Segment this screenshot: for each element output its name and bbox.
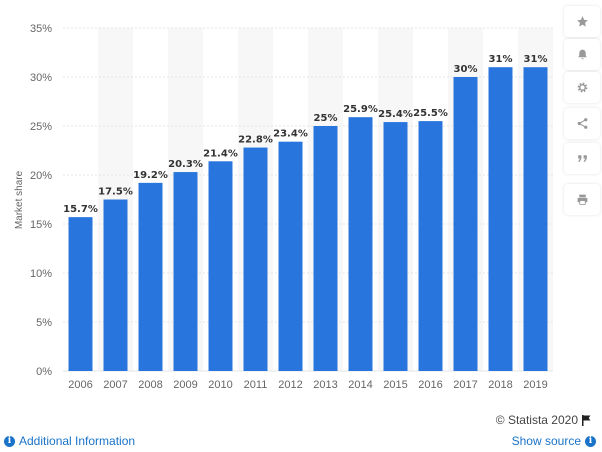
x-tick-label: 2012 bbox=[278, 379, 302, 391]
bar[interactable] bbox=[383, 122, 408, 371]
bar[interactable] bbox=[208, 161, 233, 371]
y-tick-label: 35% bbox=[30, 23, 52, 35]
star-icon[interactable] bbox=[564, 6, 600, 37]
y-tick-label: 10% bbox=[30, 268, 52, 280]
bar[interactable] bbox=[488, 67, 513, 371]
data-label: 31% bbox=[524, 54, 548, 65]
bar[interactable] bbox=[418, 121, 443, 371]
bar[interactable] bbox=[453, 77, 478, 371]
x-axis-ticks: 2006 2007 2008 2009 2010 2011 2012 2013 2014 2015… bbox=[68, 379, 547, 391]
gear-icon[interactable] bbox=[564, 72, 600, 103]
x-tick-label: 2011 bbox=[244, 379, 268, 391]
info-icon: i bbox=[4, 435, 15, 447]
y-tick-label: 5% bbox=[36, 317, 52, 329]
data-label: 25.9% bbox=[343, 104, 378, 115]
data-label: 19.2% bbox=[133, 170, 168, 181]
data-label: 31% bbox=[489, 54, 513, 65]
data-label: 17.5% bbox=[98, 187, 133, 198]
show-source-link[interactable]: Show source i bbox=[512, 434, 596, 448]
bar[interactable] bbox=[348, 117, 373, 372]
bar[interactable] bbox=[313, 126, 338, 371]
x-tick-label: 2016 bbox=[418, 379, 442, 391]
y-tick-label: 30% bbox=[30, 72, 52, 84]
share-icon[interactable] bbox=[564, 108, 600, 139]
credit-text: © Statista 2020 bbox=[495, 413, 578, 427]
quote-icon[interactable] bbox=[564, 143, 600, 174]
data-label: 25.4% bbox=[378, 109, 413, 120]
y-axis-ticks: 0% 5% 10% 15% 20% 25% 30% 35% bbox=[30, 23, 52, 378]
print-icon[interactable] bbox=[564, 184, 600, 215]
data-label: 25.5% bbox=[413, 108, 448, 119]
x-tick-label: 2018 bbox=[488, 379, 512, 391]
flag-icon bbox=[582, 414, 591, 426]
data-label: 30% bbox=[454, 64, 478, 75]
data-label: 23.4% bbox=[273, 129, 308, 140]
x-tick-label: 2014 bbox=[348, 379, 372, 391]
x-tick-label: 2017 bbox=[453, 379, 477, 391]
bar[interactable] bbox=[523, 67, 548, 371]
x-tick-label: 2007 bbox=[103, 379, 127, 391]
y-tick-label: 25% bbox=[30, 121, 52, 133]
x-tick-label: 2009 bbox=[173, 379, 197, 391]
data-label: 22.8% bbox=[238, 135, 273, 146]
bar[interactable] bbox=[103, 199, 128, 372]
bar[interactable] bbox=[173, 172, 198, 371]
x-tick-label: 2010 bbox=[208, 379, 232, 391]
data-labels: 15.7%17.5%19.2%20.3%21.4%22.8%23.4% 25% 25… bbox=[63, 54, 547, 215]
bar[interactable] bbox=[243, 147, 268, 371]
x-tick-label: 2008 bbox=[138, 379, 162, 391]
x-tick-label: 2015 bbox=[383, 379, 407, 391]
bell-icon[interactable] bbox=[564, 39, 600, 70]
data-label: 25% bbox=[314, 113, 338, 124]
additional-information-label: Additional Information bbox=[19, 434, 136, 448]
statista-credit[interactable]: © Statista 2020 bbox=[496, 413, 592, 427]
bar[interactable] bbox=[138, 182, 163, 371]
bar[interactable] bbox=[278, 141, 303, 371]
y-tick-label: 0% bbox=[36, 366, 52, 378]
bar[interactable] bbox=[68, 217, 93, 371]
data-label: 15.7% bbox=[63, 204, 98, 215]
additional-information-link[interactable]: i Additional Information bbox=[4, 434, 135, 448]
x-tick-label: 2006 bbox=[68, 379, 92, 391]
show-source-label: Show source bbox=[511, 434, 581, 448]
y-tick-label: 15% bbox=[30, 219, 52, 231]
y-tick-label: 20% bbox=[30, 170, 52, 182]
data-label: 20.3% bbox=[168, 159, 203, 170]
data-label: 21.4% bbox=[203, 148, 238, 159]
bars bbox=[68, 67, 548, 372]
x-tick-label: 2019 bbox=[523, 379, 547, 391]
info-icon: i bbox=[585, 435, 596, 447]
bar-chart: 15.7%17.5%19.2%20.3%21.4%22.8%23.4% 25% 25… bbox=[14, 23, 553, 391]
y-axis-label: Market share bbox=[14, 170, 25, 229]
x-tick-label: 2013 bbox=[313, 379, 337, 391]
